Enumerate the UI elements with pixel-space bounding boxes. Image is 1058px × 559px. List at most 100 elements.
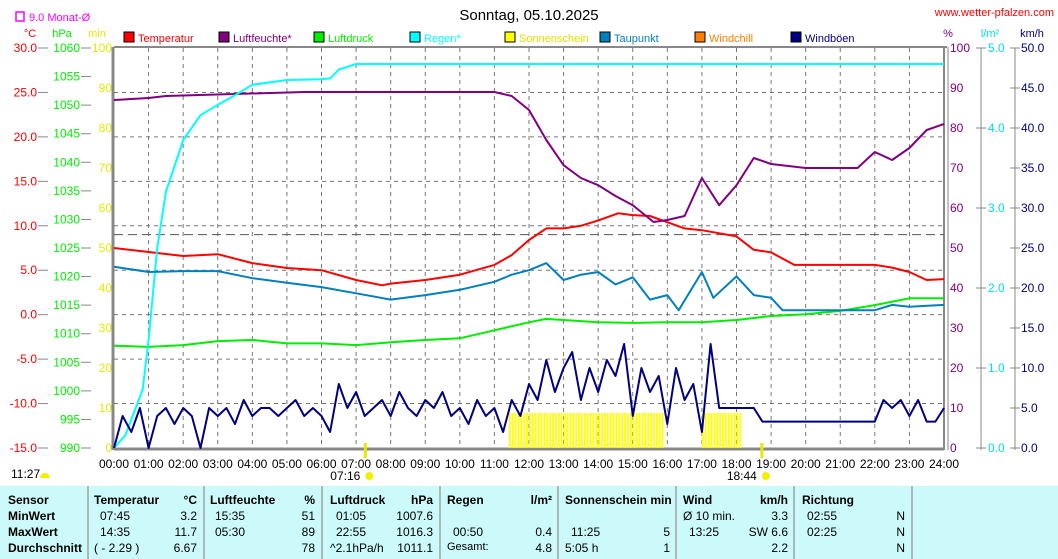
x-tick-label: 22:00 [860, 457, 890, 471]
value: 2.2 [771, 541, 788, 555]
unit: km/h [759, 493, 788, 507]
x-tick-label: 11:00 [480, 457, 509, 471]
time: 22:55 [336, 525, 367, 539]
time: 02:25 [807, 525, 838, 539]
row-label: Sensor [8, 493, 49, 507]
trend: ^2.1hPa/h [330, 541, 384, 555]
value: 1011.1 [397, 541, 433, 555]
value: N [896, 509, 905, 523]
wind-tick-label: 30.0 [1021, 201, 1045, 215]
duration: 5:05 h [565, 541, 599, 555]
sunshine-bar [606, 413, 609, 448]
temp-tick-label: 10.0 [14, 219, 38, 233]
temp-tick-label: 25.0 [14, 85, 38, 99]
sunshine-bar [598, 413, 601, 448]
sunshine-bar [722, 413, 724, 448]
sunshine-bar [589, 413, 592, 448]
x-tick-label: 00:00 [99, 457, 129, 471]
legend-label-press: Luftdruck [328, 33, 374, 45]
total-label: Gesamt: [447, 541, 489, 553]
sun-icon [761, 472, 770, 480]
value: 1016.3 [396, 525, 433, 539]
col-direction: Richtung 02:55 N 02:25 N N [795, 486, 913, 559]
value: 78 [301, 541, 315, 555]
sunshine-bar [609, 413, 612, 448]
sun-tick-label: 30 [99, 321, 113, 335]
press-tick-label: 1055 [53, 70, 80, 84]
x-tick-label: 24:00 [929, 457, 959, 471]
col-wind: Wind km/h Ø 10 min. 3.3 13:25 SW 6.6 2.2 [677, 486, 795, 559]
weather-chart: Sonntag, 05.10.2025 www.wetter-pfalzen.co… [10, 7, 1054, 483]
hum-tick-label: 30 [950, 321, 964, 335]
sunshine-bar [638, 413, 641, 448]
press-tick-label: 1000 [53, 384, 80, 398]
trend: ( - 2.29 ) [94, 541, 140, 555]
legend-swatch-gust [790, 31, 802, 43]
sunshine-bar [549, 413, 552, 448]
series-temperatur [113, 212, 945, 287]
site-url: www.wetter-pfalzen.com [934, 7, 1054, 19]
value: SW 6.6 [748, 525, 788, 539]
value: 4.8 [535, 541, 552, 555]
legend-label-chill: Windchill [709, 33, 753, 45]
sunshine-bar [540, 413, 543, 448]
x-tick-label: 02:00 [168, 457, 198, 471]
wind-tick-label: 20.0 [1021, 281, 1045, 295]
avg-label: Ø 10 min. [683, 509, 736, 523]
sunshine-bar [572, 413, 575, 448]
hum-tick-label: 70 [950, 161, 964, 175]
hum-tick-label: 40 [950, 281, 964, 295]
press-tick-label: 1015 [53, 298, 80, 312]
hum-tick-label: 90 [950, 81, 964, 95]
legend-swatch-press [313, 31, 325, 43]
sunshine-bar [713, 413, 716, 448]
x-tick-label: 18:00 [721, 457, 751, 471]
press-tick-label: 1005 [53, 355, 80, 369]
temp-tick-label: 30.0 [14, 41, 38, 55]
hum-tick-label: 10 [950, 401, 964, 415]
sunshine-bar [511, 413, 514, 448]
value: 5 [663, 525, 670, 539]
row-label: MinWert [8, 509, 56, 523]
press-tick-label: 1045 [53, 127, 80, 141]
press-tick-label: 1035 [53, 184, 80, 198]
sunshine-bar [650, 413, 652, 448]
header: Luftdruck [330, 493, 386, 507]
time: 00:50 [453, 525, 484, 539]
unit: hPa [410, 493, 433, 507]
press-unit-label: hPa [52, 28, 72, 40]
sunshine-bar [526, 413, 529, 448]
legend-label-rain: Regen* [424, 33, 461, 45]
sunshine-bar [727, 413, 730, 448]
sunshine-bar [632, 413, 635, 448]
sunshine-bar [615, 413, 618, 448]
sun-icon [365, 472, 374, 480]
sunrise-time: 07:16 [330, 469, 360, 483]
sunshine-bar [601, 413, 603, 448]
temp-tick-label: 0.0 [20, 308, 37, 322]
col-temperature: Temperatur °C 07:45 3.2 14:35 11.7 ( - 2… [87, 486, 205, 559]
sun-tick-label: 80 [99, 121, 113, 135]
sunshine-bar [592, 413, 595, 448]
rain-tick-label: 0.0 [988, 441, 1005, 455]
legend-label-sun: Sonnenschein [519, 33, 589, 45]
value: N [896, 541, 905, 555]
press-tick-label: 1010 [53, 327, 80, 341]
month-avg-label: 9.0 Monat-Ø [29, 12, 91, 24]
time: 02:55 [807, 509, 838, 523]
sunshine-bar [730, 413, 733, 448]
value: 3.3 [771, 509, 788, 523]
header: Wind [683, 493, 713, 507]
x-tick-label: 13:00 [549, 457, 579, 471]
sunshine-bar [537, 413, 540, 448]
col-sensor: Sensor MinWert MaxWert Durchschnitt [0, 486, 89, 559]
sunshine-bar [560, 413, 563, 448]
sunshine-bar [604, 413, 606, 448]
wind-tick-label: 50.0 [1021, 41, 1045, 55]
value: 1 [663, 541, 670, 555]
sunshine-bar [624, 413, 627, 448]
sunshine-bar [529, 413, 531, 448]
x-tick-label: 04:00 [237, 457, 267, 471]
press-tick-label: 1060 [53, 41, 80, 55]
